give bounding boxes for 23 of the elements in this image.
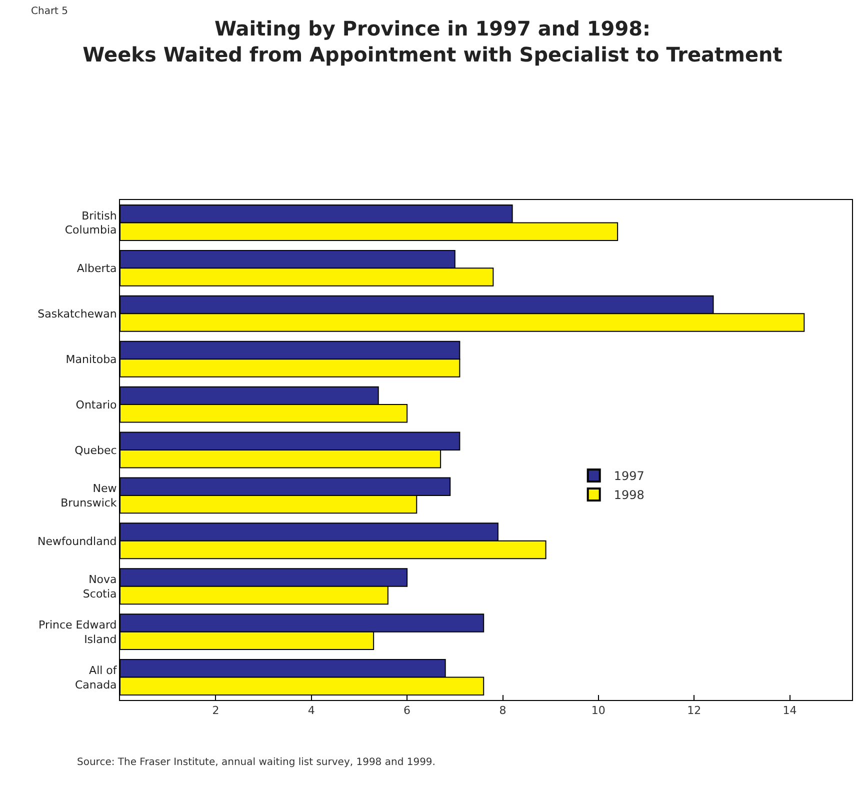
y-tick-label: All of Canada (74, 664, 118, 692)
legend-label: 1998 (614, 488, 644, 502)
x-tick-label: 6 (404, 704, 411, 718)
x-tick-label: 2 (212, 704, 220, 718)
x-tick-label: 14 (782, 704, 797, 718)
x-tick-label: 4 (308, 704, 315, 718)
y-tick-label: Quebec (74, 444, 117, 457)
y-tick-label: Alberta (76, 262, 117, 276)
legend-label: 1997 (614, 469, 644, 484)
source-note: Source: The Fraser Institute, annual waiting list survey, 1998 and 1999. (77, 757, 436, 768)
y-tick-label: Prince Edward Island (38, 618, 117, 646)
y-tick-label: Ontario (76, 398, 118, 412)
y-tick-label: British Columbia (64, 209, 117, 237)
x-tick-label: 12 (687, 704, 702, 718)
chart-title: Waiting by Province in 1997 and 1998: Weeks Waited from Appointment with Specialist to Treatment (82, 16, 783, 66)
x-tick-label: 8 (499, 704, 506, 718)
y-tick-label: Nova Scotia (82, 573, 117, 600)
y-tick-label: Newfoundland (38, 534, 117, 548)
caption: Chart 5 (31, 6, 68, 17)
y-tick-label: Saskatchewan (38, 307, 117, 320)
y-tick-label: New Brunswick (60, 482, 118, 510)
y-tick-label: Manitoba (66, 352, 117, 366)
x-tick-label: 10 (591, 704, 606, 718)
